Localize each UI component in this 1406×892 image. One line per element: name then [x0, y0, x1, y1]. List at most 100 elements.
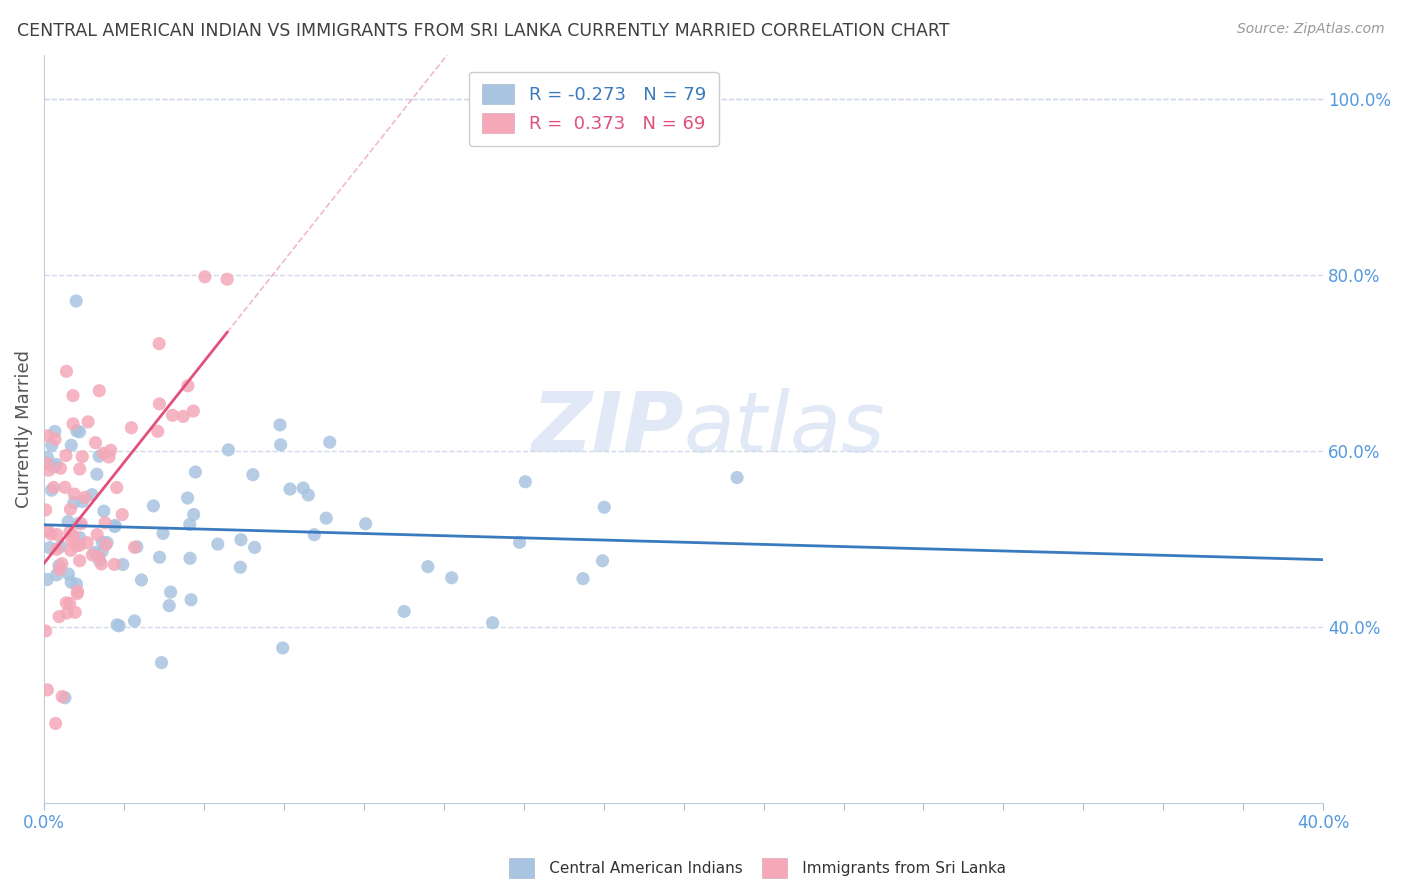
Point [59, 596, 82, 610]
Point [39, 527, 62, 541]
Point [58, 567, 80, 582]
Point [65, 605, 87, 619]
Point [59, 502, 82, 516]
Point [37, 682, 59, 697]
Point [108, 619, 131, 633]
Point [593, 500, 616, 515]
Point [44, 432, 66, 446]
Point [89, 449, 111, 463]
Point [243, 541, 266, 555]
Point [242, 467, 264, 482]
Point [162, 409, 184, 423]
Point [94, 516, 117, 530]
Point [63, 495, 86, 509]
Point [515, 475, 537, 489]
Point [87, 549, 110, 564]
Text: Source: ZipAtlas.com: Source: ZipAtlas.com [1237, 22, 1385, 37]
Point [37, 450, 59, 465]
Point [179, 551, 201, 566]
Point [65, 577, 87, 591]
Point [93, 446, 115, 460]
Point [60, 575, 83, 590]
Point [66, 586, 89, 600]
Point [53, 480, 76, 494]
Point [35, 503, 58, 517]
Point [297, 488, 319, 502]
Point [73, 490, 96, 504]
Point [37, 573, 59, 587]
Point [55, 449, 77, 463]
Point [69, 554, 91, 568]
Point [65, 293, 87, 308]
Point [217, 442, 239, 457]
Point [392, 604, 415, 618]
Point [104, 518, 127, 533]
Point [94, 538, 117, 552]
Point [159, 585, 181, 599]
Point [91, 544, 114, 558]
Point [105, 481, 128, 495]
Point [416, 559, 439, 574]
Point [354, 516, 377, 531]
Point [93, 504, 115, 518]
Point [315, 511, 337, 525]
Point [62, 529, 84, 543]
Point [100, 443, 122, 458]
Point [49, 461, 72, 475]
Point [46, 527, 69, 541]
Point [45, 716, 67, 731]
Point [62, 389, 84, 403]
Point [124, 541, 146, 555]
Point [84, 435, 107, 450]
Point [481, 615, 503, 630]
Point [70, 450, 93, 464]
Point [65, 539, 87, 553]
Point [148, 550, 170, 565]
Point [725, 470, 748, 484]
Point [120, 421, 142, 435]
Point [97, 450, 120, 464]
Point [66, 424, 89, 438]
Point [59, 524, 82, 539]
Point [183, 508, 205, 522]
Point [80, 488, 103, 502]
Point [69, 462, 91, 476]
Point [38, 463, 60, 477]
Point [48, 562, 70, 576]
Point [157, 599, 180, 613]
Point [37, 524, 59, 538]
Point [77, 415, 100, 429]
Text: Central American Indians: Central American Indians [520, 861, 742, 876]
Text: ZIP: ZIP [531, 388, 683, 469]
Point [509, 535, 531, 549]
Point [56, 515, 79, 529]
Point [56, 606, 79, 620]
Point [91, 535, 114, 549]
Text: Immigrants from Sri Lanka: Immigrants from Sri Lanka [773, 861, 1007, 876]
Point [125, 540, 148, 554]
Point [72, 494, 94, 508]
Point [180, 592, 202, 607]
Point [103, 558, 125, 572]
Point [70, 516, 93, 531]
Point [69, 531, 91, 545]
Point [86, 527, 108, 541]
Point [179, 517, 201, 532]
Point [146, 424, 169, 438]
Point [45, 568, 67, 582]
Point [41, 438, 63, 452]
Point [184, 465, 207, 479]
Point [269, 417, 291, 432]
Point [104, 519, 127, 533]
Point [69, 538, 91, 552]
Point [124, 614, 146, 628]
Point [172, 409, 194, 424]
Point [35, 457, 58, 471]
Point [83, 545, 105, 559]
Point [90, 557, 112, 571]
Point [217, 272, 239, 286]
Point [69, 425, 91, 439]
Point [271, 640, 294, 655]
Point [60, 438, 83, 452]
Point [44, 425, 66, 439]
